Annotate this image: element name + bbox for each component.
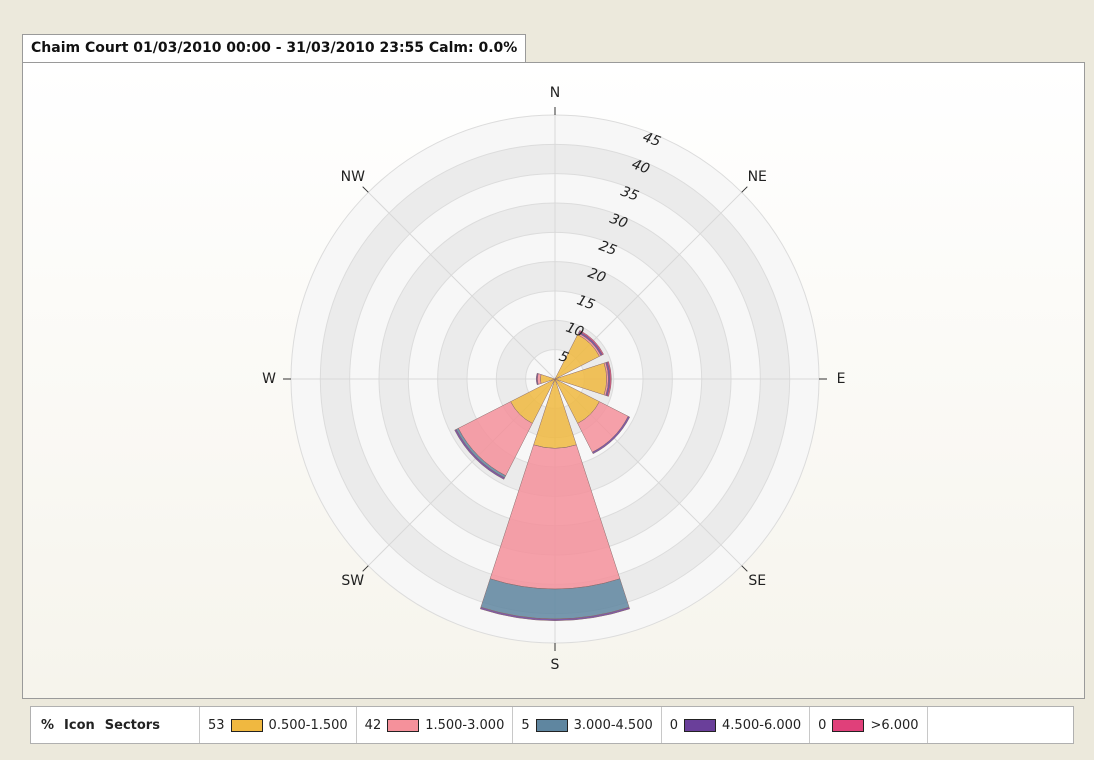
legend-label: >6.000 <box>870 717 919 733</box>
legend-swatch <box>387 718 420 732</box>
header: % <box>41 717 55 733</box>
header: Icon <box>64 717 95 733</box>
chart-panel: N NE E SE S SW W NW 5 10 15 20 25 30 35 40 45 <box>22 62 1085 699</box>
wedge <box>591 415 631 455</box>
direction-label: S <box>551 657 560 673</box>
y-tick-label: 30 <box>608 211 630 232</box>
wedge <box>578 330 604 356</box>
wedge <box>479 606 631 621</box>
direction-label: E <box>837 371 846 387</box>
y-tick-label: 25 <box>597 238 619 259</box>
legend-percent: 0 <box>669 717 679 733</box>
legend-swatch <box>832 718 865 732</box>
direction-label: NW <box>341 169 365 185</box>
y-tick-label: 45 <box>641 129 663 150</box>
legend: % Icon Sectors 53 0.500-1.500 42 1.500-3.00… <box>30 706 1074 744</box>
y-tick-label: 20 <box>586 265 608 286</box>
legend-swatch <box>684 718 717 732</box>
axis-tick <box>741 186 748 193</box>
direction-label: SE <box>748 573 766 589</box>
axis-tick <box>362 186 369 193</box>
legend-label: 3.000-4.500 <box>573 717 653 733</box>
direction-label: N <box>550 85 560 101</box>
direction-label: W <box>262 371 276 387</box>
legend-percent: 0 <box>818 717 827 733</box>
legend-item: 42 1.500-3.000 <box>357 707 514 743</box>
y-tick-label: 40 <box>630 156 652 177</box>
axis-tick <box>741 565 748 572</box>
legend-percent: 42 <box>364 717 382 733</box>
legend-item: 0 >6.000 <box>810 707 928 743</box>
legend-percent: 5 <box>521 717 530 733</box>
legend-item: 53 0.500-1.500 <box>200 707 357 743</box>
wedge <box>607 361 612 397</box>
legend-percent: 53 <box>208 717 225 733</box>
legend-swatch <box>535 718 568 732</box>
direction-label: SW <box>341 573 364 589</box>
legend-item: 5 3.000-4.500 <box>513 707 662 743</box>
chart-title: Chaim Court 01/03/2010 00:00 - 31/03/201… <box>22 34 527 62</box>
legend-header: % Icon Sectors <box>31 707 200 743</box>
legend-swatch <box>230 718 263 732</box>
y-tick-label: 35 <box>619 184 641 205</box>
y-tick-label: 15 <box>575 292 597 313</box>
direction-label: NE <box>748 169 767 185</box>
legend-label: 1.500-3.000 <box>425 717 505 733</box>
legend-label: 4.500-6.000 <box>722 717 802 733</box>
legend-label: 0.500-1.500 <box>268 717 348 733</box>
wedge <box>535 372 539 386</box>
header: Sectors <box>104 717 160 733</box>
y-tick-label: 10 <box>564 320 586 341</box>
axis-tick <box>362 565 369 572</box>
axis-line <box>367 191 556 380</box>
legend-item: 0 4.500-6.000 <box>662 707 811 743</box>
wedge <box>454 429 505 480</box>
